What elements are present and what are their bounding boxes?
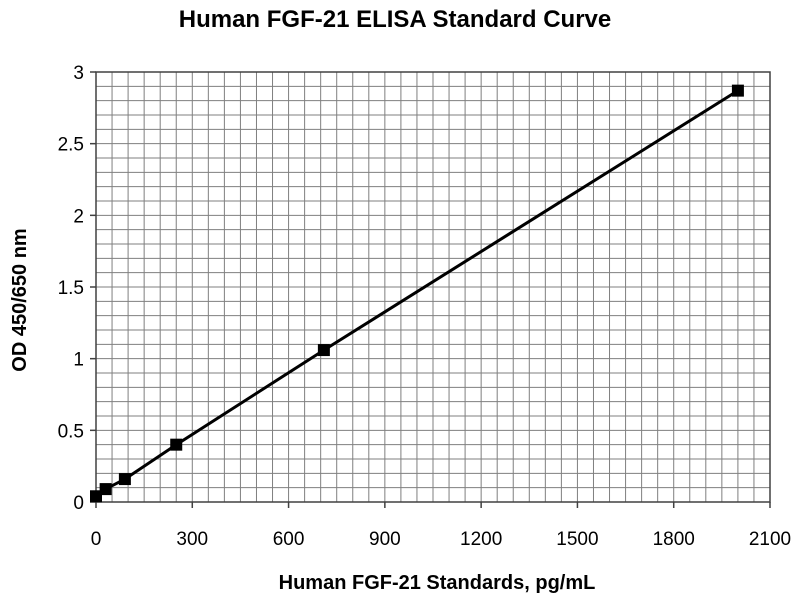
data-point bbox=[118, 473, 131, 486]
y-axis-label: OD 450/650 nm bbox=[9, 228, 31, 371]
x-tick-label: 1200 bbox=[460, 529, 502, 550]
y-tick-label: 3 bbox=[73, 63, 84, 84]
x-axis-label: Human FGF-21 Standards, pg/mL bbox=[279, 572, 596, 594]
y-tick-label: 2.5 bbox=[58, 135, 84, 156]
y-tick-label: 1.5 bbox=[58, 278, 84, 299]
x-axis-ticks: 0 300 600 900 1200 1500 1800 2100 bbox=[91, 502, 791, 550]
y-axis-ticks: 0 0.5 1 1.5 2 2.5 3 bbox=[58, 63, 96, 514]
x-tick-label: 600 bbox=[273, 529, 305, 550]
chart-title: Human FGF-21 ELISA Standard Curve bbox=[179, 6, 612, 33]
x-tick-label: 1500 bbox=[556, 529, 598, 550]
data-point bbox=[317, 344, 330, 357]
x-tick-label: 300 bbox=[176, 529, 208, 550]
y-tick-label: 0 bbox=[73, 493, 84, 514]
x-tick-label: 2100 bbox=[749, 529, 791, 550]
x-tick-label: 900 bbox=[369, 529, 401, 550]
y-tick-label: 0.5 bbox=[58, 421, 84, 442]
data-point bbox=[731, 84, 744, 97]
data-markers bbox=[90, 84, 744, 503]
data-point bbox=[90, 490, 102, 503]
x-tick-label: 0 bbox=[91, 529, 102, 550]
y-tick-label: 1 bbox=[73, 350, 84, 371]
x-tick-label: 1800 bbox=[653, 529, 695, 550]
data-point bbox=[99, 483, 112, 496]
y-tick-label: 2 bbox=[73, 206, 84, 227]
grid bbox=[95, 71, 771, 503]
data-point bbox=[170, 438, 183, 451]
